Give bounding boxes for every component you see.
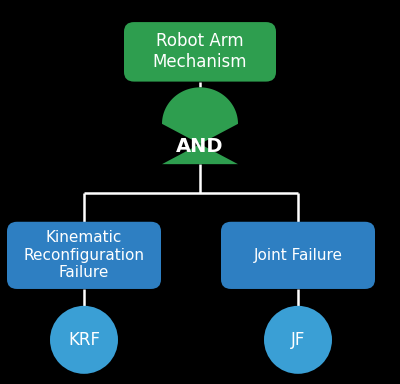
Text: KRF: KRF [68, 331, 100, 349]
Text: JF: JF [291, 331, 305, 349]
FancyBboxPatch shape [7, 222, 161, 289]
Text: AND: AND [176, 137, 224, 156]
Text: Robot Arm
Mechanism: Robot Arm Mechanism [153, 32, 247, 71]
FancyBboxPatch shape [221, 222, 375, 289]
Ellipse shape [264, 306, 332, 374]
Text: Joint Failure: Joint Failure [254, 248, 342, 263]
Ellipse shape [50, 306, 118, 374]
FancyBboxPatch shape [124, 22, 276, 82]
Polygon shape [162, 88, 238, 164]
Text: Kinematic
Reconfiguration
Failure: Kinematic Reconfiguration Failure [24, 230, 144, 280]
